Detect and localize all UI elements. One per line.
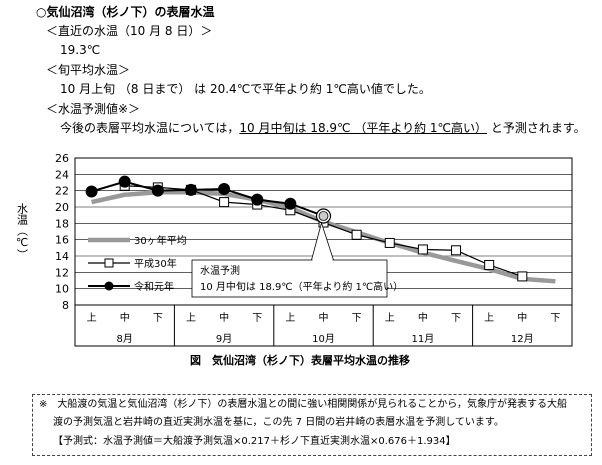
annotation-line-2: 10 月中旬は 18.9℃（平年より約 1℃高い） xyxy=(200,280,403,293)
x-group-label: 12月 xyxy=(511,333,534,345)
y-tick-label: 8 xyxy=(62,299,69,312)
note-line-3: 【予測式：水温予測値＝大船渡予測気温×0.217＋杉ノ下直近実測水温×0.676… xyxy=(53,436,456,447)
ten-day-text: 10 月上旬 （8 日まで） は 20.4℃で平年より約 1℃高い値でした。 xyxy=(60,82,431,96)
r1-point xyxy=(151,184,164,197)
recent-temp-label: ＜直近の水温（10 月 8 日）＞ xyxy=(46,24,213,38)
r1-point xyxy=(251,193,264,206)
x-sub-tick-label: 上 xyxy=(87,312,97,324)
y-tick-label: 22 xyxy=(55,185,69,198)
annotation-line-1: 水温予測 xyxy=(200,264,240,277)
chart-annotation: 水温予測 10 月中旬は 18.9℃（平年より約 1℃高い） xyxy=(191,221,403,298)
note-box: ※ 大船渡の気温と気仙沼湾（杉ノ下）の表層水温との間に強い相関関係が見られること… xyxy=(32,394,592,456)
r1-point xyxy=(284,197,297,210)
annotation-pointer xyxy=(310,221,335,261)
chart-axes: 8 10 12 14 16 18 20 22 24 26 上 中 下 上 中 下 上 中 下 上 中 下 上 中 下 8月 9月 10… xyxy=(16,152,573,347)
y-tick-label: 18 xyxy=(55,217,69,230)
y-tick-label: 16 xyxy=(55,234,69,247)
water-temp-chart: 8 10 12 14 16 18 20 22 24 26 上 中 下 上 中 下 上 中 下 上 中 下 上 中 下 8月 9月 10… xyxy=(16,152,573,347)
x-sub-tick-label: 中 xyxy=(418,311,428,324)
x-sub-tick-label: 中 xyxy=(120,311,130,324)
forecast-pre: 今後の表層平均水温については， xyxy=(60,121,240,135)
h30-point xyxy=(484,259,495,270)
ten-day-label: ＜旬平均水温＞ xyxy=(46,63,131,77)
y-axis-label: 水温（℃） xyxy=(16,203,29,260)
forecast-label: ＜水温予測値※＞ xyxy=(46,102,141,116)
x-group-label: 8月 xyxy=(117,333,133,345)
r1-point xyxy=(85,185,98,198)
forecast-underlined: 10 月中旬は 18.9℃ （平年より約 1℃高い） xyxy=(239,121,488,135)
x-sub-tick-label: 下 xyxy=(352,313,362,324)
x-group-label: 9月 xyxy=(216,333,232,345)
recent-temp-value: 19.3℃ xyxy=(60,43,101,57)
y-tick-label: 10 xyxy=(55,283,69,296)
note-line-2: 渡の予測気温と岩井崎の直近実測水温を基に，この先 7 日間の岩井崎の表層水温を予… xyxy=(53,417,504,428)
legend-label-h30: 平成30年 xyxy=(134,257,177,270)
y-tick-label: 20 xyxy=(55,201,69,214)
x-sub-tick-label: 中 xyxy=(219,311,229,324)
note-line-1: ※ 大船渡の気温と気仙沼湾（杉ノ下）の表層水温との間に強い相関関係が見られること… xyxy=(39,399,567,410)
h30-point xyxy=(451,245,462,256)
h30-point xyxy=(384,237,395,248)
page-title: ○気仙沼湾（杉ノ下）の表層水温 xyxy=(36,5,215,19)
annotation-box xyxy=(191,259,388,298)
h30-point xyxy=(219,197,230,208)
x-sub-tick-label: 下 xyxy=(550,313,560,324)
forecast-point-inner xyxy=(318,211,329,221)
forecast-post: と予測されます。 xyxy=(487,121,586,135)
legend-marker-h30 xyxy=(104,258,114,268)
x-sub-tick-label: 上 xyxy=(484,312,494,324)
x-sub-tick-label: 上 xyxy=(285,312,295,324)
y-tick-label: 14 xyxy=(55,250,69,263)
x-axis-frame xyxy=(74,304,573,347)
x-group-label: 11月 xyxy=(412,333,435,345)
legend-marker-r1 xyxy=(104,281,114,291)
x-sub-tick-label: 下 xyxy=(451,313,461,324)
x-sub-tick-label: 上 xyxy=(186,312,196,324)
x-sub-tick-label: 下 xyxy=(252,313,262,324)
r1-point xyxy=(184,183,197,196)
legend-label-30yr: 30ヶ年平均 xyxy=(134,234,187,247)
y-tick-label: 12 xyxy=(55,266,69,279)
x-sub-tick-label: 上 xyxy=(385,312,395,324)
chart-caption: 図 気仙沼湾（杉ノ下）表層平均水温の推移 xyxy=(190,354,410,367)
y-tick-label: 26 xyxy=(55,152,69,165)
h30-point xyxy=(417,244,428,255)
x-group-label: 10月 xyxy=(312,333,335,345)
x-sub-tick-label: 中 xyxy=(319,311,329,324)
chart-series xyxy=(85,175,556,284)
h30-point xyxy=(351,229,362,240)
r1-point xyxy=(118,175,131,188)
y-tick-label: 24 xyxy=(55,168,69,181)
x-sub-tick-label: 下 xyxy=(153,313,163,324)
forecast-sentence: 今後の表層平均水温については，10 月中旬は 18.9℃ （平年より約 1℃高い… xyxy=(60,121,586,135)
r1-point xyxy=(218,183,231,196)
h30-point xyxy=(517,271,528,282)
legend-label-r1: 令和元年 xyxy=(134,280,174,293)
x-sub-tick-label: 中 xyxy=(517,311,527,324)
